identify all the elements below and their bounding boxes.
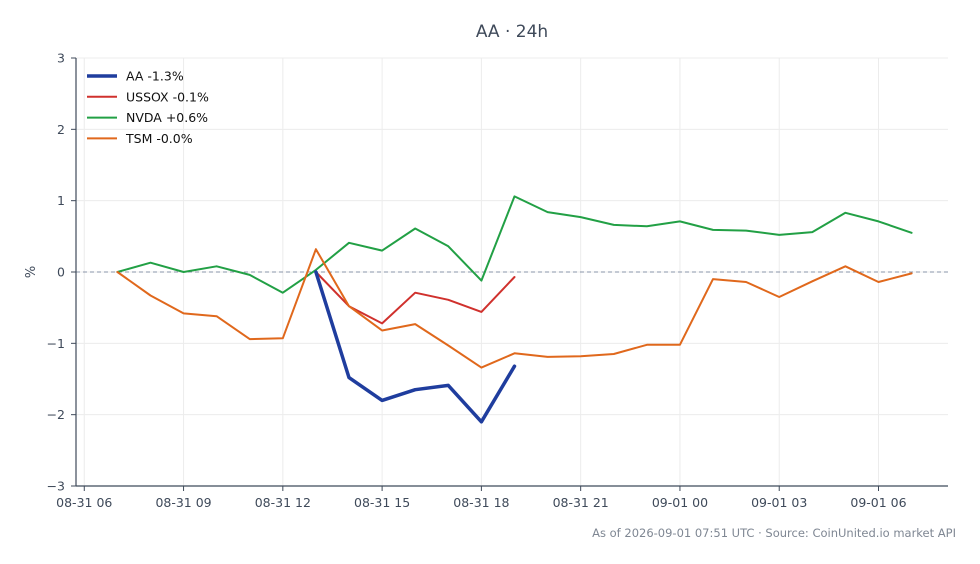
series-line-aa [314,270,517,424]
legend-label-tsm: TSM -0.0% [125,131,193,146]
y-tick-label: 2 [57,122,65,137]
x-tick-label: 08-31 06 [56,495,112,510]
x-tick-label: 08-31 15 [354,495,410,510]
y-axis-label: % [24,266,39,278]
y-tick-label: −3 [47,479,65,494]
legend: AA -1.3% USSOX -0.1% NVDA +0.6% TSM -0.0% [87,69,209,146]
legend-label-ussox: USSOX -0.1% [126,89,209,104]
x-tick-label: 08-31 21 [553,495,609,510]
series-lines [116,195,913,424]
chart-title: AA · 24h [476,22,548,42]
x-tick-label: 08-31 12 [255,495,311,510]
y-tick-label: −2 [47,407,65,422]
y-tick-label: −1 [47,336,65,351]
legend-label-aa: AA -1.3% [126,69,184,84]
y-tick-label: 3 [57,51,65,66]
y-axis-ticks: −3 −2 −1 0 1 2 3 [47,51,76,494]
x-tick-label: 09-01 03 [751,495,807,510]
x-tick-label: 08-31 18 [453,495,509,510]
series-line-tsm [116,248,913,369]
x-tick-label: 09-01 00 [652,495,708,510]
x-axis-ticks: 08-31 06 08-31 09 08-31 12 08-31 15 08-31 18… [56,486,907,510]
y-tick-label: 1 [57,193,65,208]
x-tick-label: 09-01 06 [850,495,906,510]
legend-label-nvda: NVDA +0.6% [126,110,208,125]
footer-source: As of 2026-09-01 07:51 UTC · Source: Coi… [592,526,956,540]
y-tick-label: 0 [57,265,65,280]
x-tick-label: 08-31 09 [155,495,211,510]
series-line-nvda [116,195,913,294]
